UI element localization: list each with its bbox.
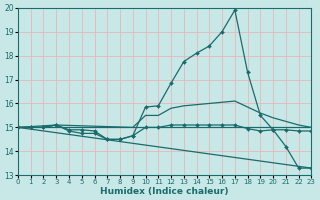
X-axis label: Humidex (Indice chaleur): Humidex (Indice chaleur) bbox=[100, 187, 229, 196]
